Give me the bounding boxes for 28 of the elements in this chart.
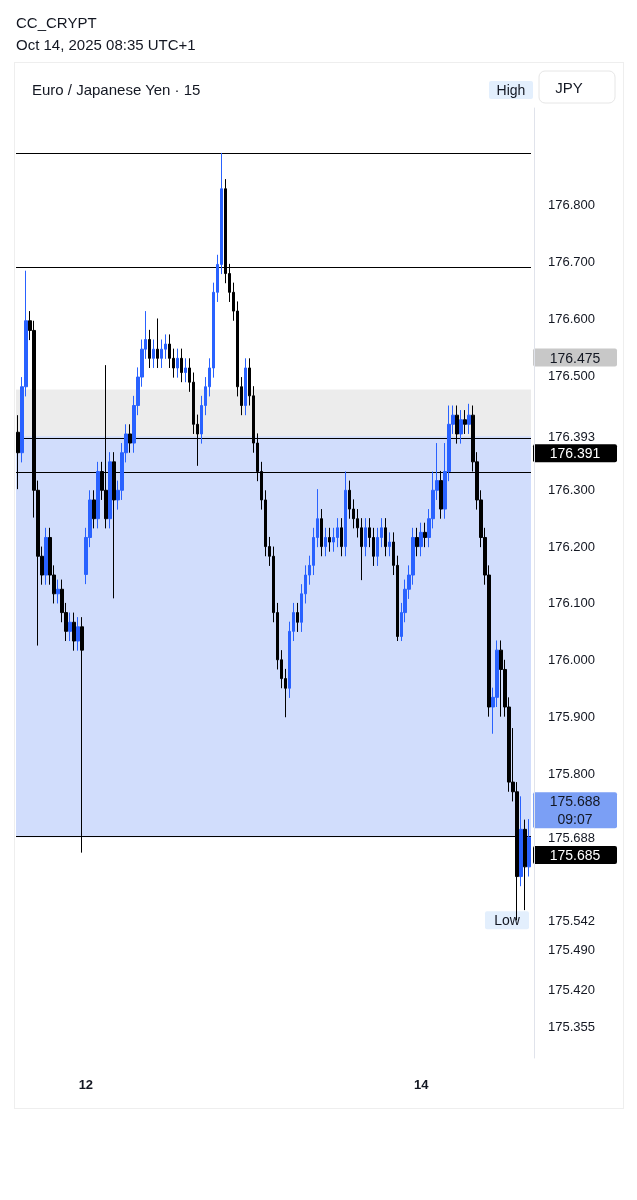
band-label: 175.688 09:07 — [549, 793, 601, 828]
y-tick-label: 175.490 — [548, 942, 595, 958]
y-axis-title: JPY — [555, 78, 583, 96]
y-tick-label: 175.542 — [548, 912, 595, 928]
y-tick-label: 176.200 — [548, 538, 595, 554]
text: High — [496, 82, 526, 98]
x-tick-label: 12 — [78, 1077, 94, 1092]
ref-line-label: 175.685 — [549, 846, 601, 863]
text: Oct 14, 2025 08:35 UTC+1 — [16, 35, 197, 55]
y-tick-label: 175.800 — [548, 766, 595, 782]
band-label: 176.475 — [549, 349, 601, 366]
y-tick-label: 176.300 — [548, 481, 595, 497]
y-tick-label: 176.393 — [548, 428, 595, 444]
x-tick-label: 14 — [413, 1077, 430, 1092]
ref-line-label: 176.391 — [549, 445, 601, 462]
y-tick-label: 176.000 — [548, 652, 595, 668]
text: CC_CRYPT — [16, 13, 98, 33]
chart-title: Euro / Japanese Yen · 15 — [32, 81, 201, 98]
y-tick-label: 175.900 — [548, 709, 595, 725]
y-tick-label: 176.600 — [548, 310, 595, 326]
y-tick-label: 176.100 — [548, 595, 595, 611]
y-tick-label: 176.500 — [548, 367, 595, 383]
y-tick-label: 175.688 — [548, 829, 595, 845]
y-tick-label: 175.420 — [548, 982, 595, 998]
y-tick-label: 175.355 — [548, 1019, 595, 1035]
annotation: Low — [494, 912, 521, 929]
y-tick-label: 176.800 — [548, 197, 595, 213]
y-tick-label: 176.700 — [548, 254, 595, 270]
